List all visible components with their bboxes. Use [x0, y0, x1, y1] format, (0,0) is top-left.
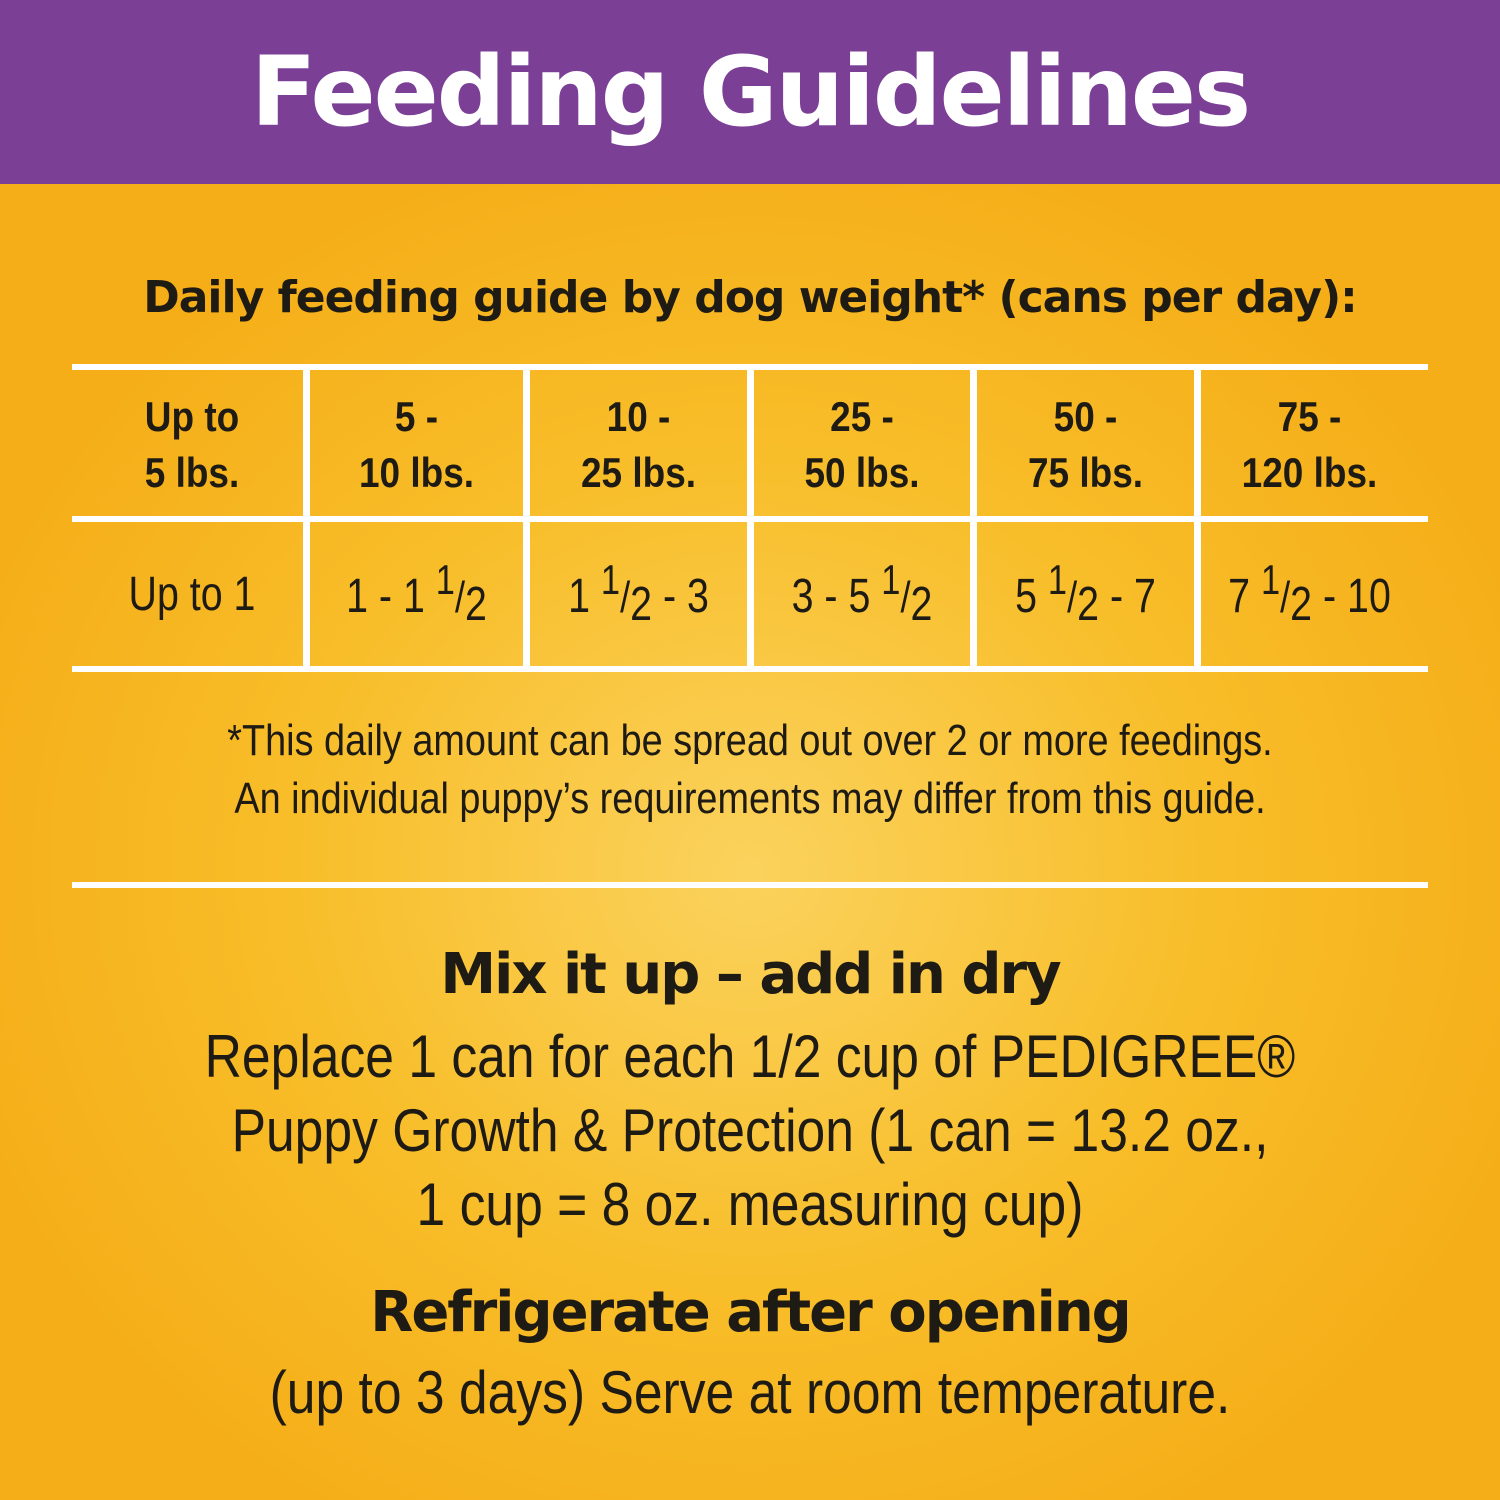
- cans-value-cell: 7 1/2 - 10: [1221, 524, 1399, 664]
- column-divider: [747, 366, 754, 670]
- column-divider: [523, 366, 530, 670]
- column-divider: [303, 366, 310, 670]
- cans-value-cell: 1 - 1 1/2: [329, 524, 504, 664]
- cans-value: Up to 1: [128, 567, 256, 621]
- weight-header-line1: 5 -: [394, 393, 439, 440]
- mix-heading: Mix it up – add in dry: [440, 942, 1061, 1007]
- cans-value-cell: 3 - 5 1/2: [773, 524, 950, 664]
- weight-header-line2: 120 lbs.: [1241, 449, 1378, 496]
- weight-header-cell: 50 - 75 lbs.: [990, 372, 1181, 518]
- cans-value: 5 1/2 - 7: [1015, 556, 1156, 631]
- weight-header-cell: 10 - 25 lbs.: [543, 372, 734, 518]
- refrigerate-instructions: (up to 3 days) Serve at room temperature…: [269, 1359, 1231, 1426]
- column-divider: [970, 366, 977, 670]
- cans-value: 3 - 5 1/2: [791, 556, 933, 631]
- footnote-line2: An individual puppy’s requirements may d…: [234, 774, 1266, 823]
- mix-instructions: Replace 1 can for each 1/2 cup of PEDIGR…: [105, 1020, 1395, 1242]
- weight-header-line2: 50 lbs.: [804, 449, 920, 496]
- cans-value-cell: 5 1/2 - 7: [997, 524, 1175, 664]
- weight-header-line1: 10 -: [606, 393, 671, 440]
- weight-header-cell: 5 - 10 lbs.: [323, 372, 510, 518]
- weight-header-line2: 5 lbs.: [144, 449, 240, 496]
- header-banner: Feeding Guidelines: [0, 0, 1500, 184]
- cans-value-cell: Up to 1: [102, 524, 282, 664]
- cans-value: 1 - 1 1/2: [346, 556, 487, 631]
- column-divider: [1194, 366, 1201, 670]
- footnote: *This daily amount can be spread out ove…: [105, 712, 1395, 828]
- weight-header-cell: 75 - 120 lbs.: [1214, 372, 1405, 518]
- weight-header-line1: Up to: [144, 393, 240, 440]
- footnote-line1: *This daily amount can be spread out ove…: [227, 716, 1273, 765]
- cans-value-cell: 1 1/2 - 3: [550, 524, 728, 664]
- mix-line3: 1 cup = 8 oz. measuring cup): [416, 1171, 1084, 1238]
- weight-header-line1: 50 -: [1053, 393, 1118, 440]
- mix-line2: Puppy Growth & Protection (1 can = 13.2 …: [231, 1097, 1269, 1164]
- cans-value: 1 1/2 - 3: [568, 556, 709, 631]
- cans-value: 7 1/2 - 10: [1228, 556, 1391, 631]
- weight-header-line2: 10 lbs.: [358, 449, 475, 496]
- section-divider: [72, 882, 1428, 888]
- weight-header-line1: 75 -: [1277, 393, 1342, 440]
- weight-header-line2: 75 lbs.: [1027, 449, 1144, 496]
- weight-header-line2: 25 lbs.: [580, 449, 697, 496]
- mix-line1: Replace 1 can for each 1/2 cup of PEDIGR…: [204, 1023, 1296, 1090]
- weight-header-line1: 25 -: [830, 393, 894, 440]
- page-title: Feeding Guidelines: [250, 36, 1251, 148]
- table-caption: Daily feeding guide by dog weight* (cans…: [143, 272, 1358, 323]
- weight-header-cell: Up to 5 lbs.: [95, 372, 289, 518]
- refrigerate-heading: Refrigerate after opening: [370, 1280, 1132, 1345]
- weight-header-cell: 25 - 50 lbs.: [767, 372, 957, 518]
